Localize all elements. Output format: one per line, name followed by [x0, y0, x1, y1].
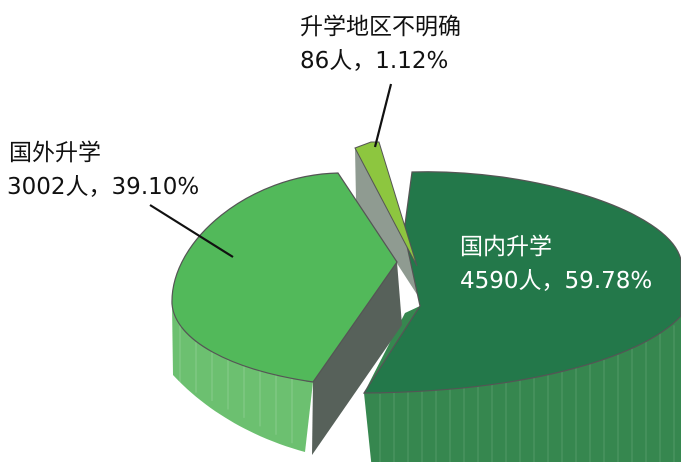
- leader-line-unclear: [373, 83, 393, 148]
- label-domestic-value: 4590人，59.78%: [460, 268, 652, 294]
- slice-domestic: [362, 171, 681, 394]
- slice-wall-unclear: [355, 148, 418, 296]
- label-domestic-name: 国内升学: [460, 234, 552, 260]
- label-foreign-value: 3002人，39.10%: [7, 174, 199, 200]
- slice-foreign: [171, 172, 398, 383]
- slice-wall-foreign: [312, 262, 402, 455]
- slice-unclear: [354, 141, 418, 267]
- side-stripes: [179, 312, 675, 462]
- leader-line-foreign: [149, 204, 234, 258]
- label-foreign-name: 国外升学: [9, 140, 101, 166]
- label-unclear-value: 86人，1.12%: [300, 48, 448, 74]
- label-unclear-name: 升学地区不明确: [300, 14, 461, 40]
